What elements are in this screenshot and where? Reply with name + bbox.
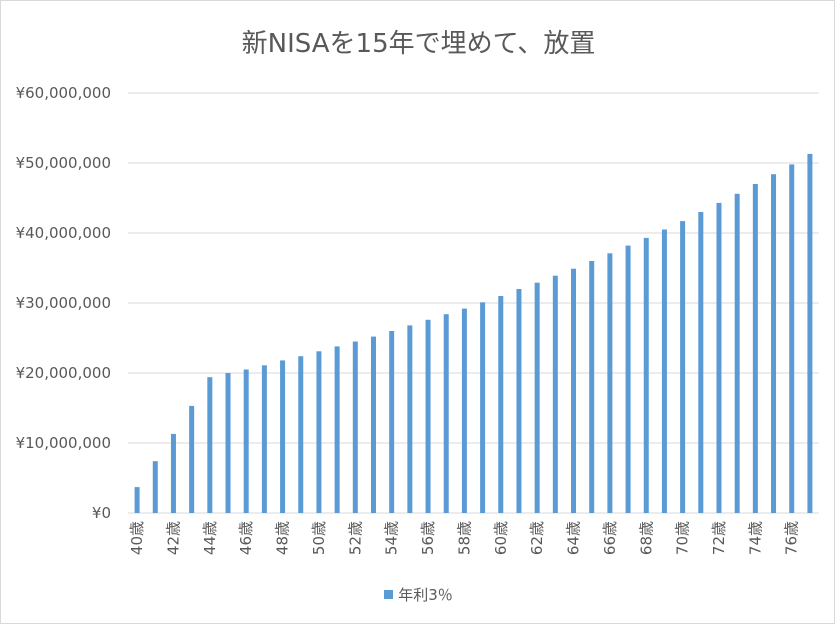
bar [698, 212, 704, 513]
bar [661, 229, 667, 513]
x-tick-label: 46歳 [237, 521, 255, 555]
bar [643, 237, 649, 513]
y-tick-label: ¥50,000,000 [16, 154, 111, 172]
bar [280, 360, 286, 513]
bar [189, 405, 195, 513]
bar-series [134, 153, 813, 514]
x-tick-label: 68歳 [637, 521, 655, 555]
bar [425, 319, 431, 513]
bar [152, 461, 158, 513]
x-tick-label: 48歳 [274, 521, 292, 555]
bar [771, 174, 777, 513]
bar [370, 336, 376, 513]
x-tick-label: 74歳 [746, 521, 764, 555]
bar [480, 302, 486, 513]
y-axis-tick-labels: ¥0 ¥10,000,000 ¥20,000,000 ¥30,000,000 ¥40,0… [16, 84, 111, 522]
x-tick-label: 76歳 [783, 521, 801, 555]
x-tick-label: 60歳 [492, 521, 510, 555]
x-tick-label: 70歳 [674, 521, 692, 555]
bar [170, 433, 176, 513]
legend-label: 年利3％ [398, 586, 453, 604]
legend: 年利3％ [1, 584, 835, 605]
bar [352, 341, 358, 513]
bar [680, 221, 686, 513]
x-tick-label: 54歳 [383, 521, 401, 555]
x-tick-label: 58歳 [455, 521, 473, 555]
chart-title: 新NISAを15年で埋めて、放置 [241, 29, 596, 59]
x-tick-label: 62歳 [528, 521, 546, 555]
bar [789, 164, 795, 513]
bar [552, 275, 558, 513]
bar [516, 289, 522, 513]
x-tick-label: 52歳 [346, 521, 364, 555]
x-axis-tick-labels: 40歳 42歳 44歳 46歳 48歳 50歳 52歳 54歳 56歳 58歳 60歳 62歳 64歳 6… [128, 521, 801, 555]
x-tick-label: 50歳 [310, 521, 328, 555]
bar [407, 325, 413, 513]
bar [625, 245, 631, 513]
bar [316, 351, 322, 513]
y-tick-label: ¥40,000,000 [16, 224, 111, 242]
y-tick-label: ¥0 [92, 504, 111, 522]
x-tick-label: 56歳 [419, 521, 437, 555]
x-tick-label: 42歳 [164, 521, 182, 555]
y-tick-label: ¥30,000,000 [16, 294, 111, 312]
bar [389, 331, 395, 513]
bar [607, 253, 613, 514]
bar [589, 261, 595, 513]
gridlines [128, 92, 819, 514]
legend-swatch [384, 590, 394, 599]
bar [243, 369, 249, 513]
bar [534, 282, 540, 513]
y-tick-label: ¥10,000,000 [16, 434, 111, 452]
bar [334, 346, 340, 513]
y-tick-label: ¥60,000,000 [16, 84, 111, 102]
x-tick-label: 44歳 [201, 521, 219, 555]
x-tick-label: 72歳 [710, 521, 728, 555]
bar [498, 296, 504, 513]
x-tick-label: 66歳 [601, 521, 619, 555]
x-tick-label: 40歳 [128, 521, 146, 555]
bar [261, 365, 267, 513]
bar [734, 193, 740, 514]
bar [443, 314, 449, 513]
bar [571, 268, 577, 513]
bar [807, 153, 813, 513]
bar [207, 377, 213, 513]
bar [752, 184, 758, 513]
x-tick-label: 64歳 [565, 521, 583, 555]
bar [298, 356, 304, 513]
bar [134, 487, 140, 513]
bar [716, 202, 722, 513]
y-tick-label: ¥20,000,000 [16, 364, 111, 382]
bar [461, 308, 467, 513]
bar [225, 373, 231, 513]
